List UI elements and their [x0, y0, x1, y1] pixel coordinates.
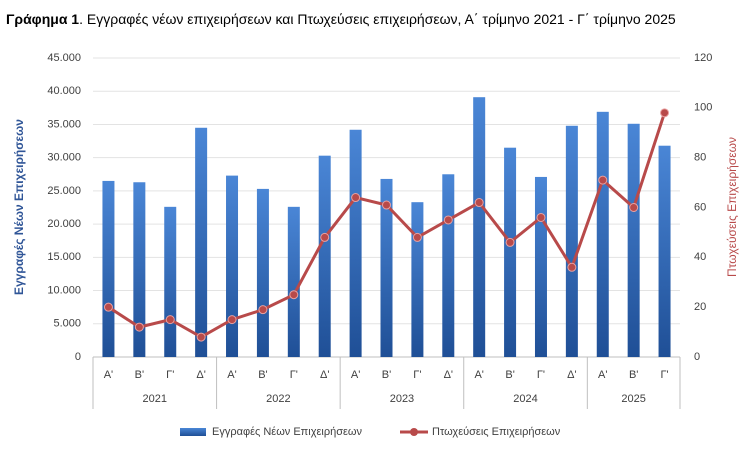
bar	[287, 206, 300, 357]
bar	[133, 182, 146, 357]
y2-tick-label: 0	[694, 351, 700, 363]
y-tick-label: 15.000	[47, 251, 81, 263]
x-tick-label: Δ'	[567, 369, 576, 381]
x-tick-label: Δ'	[444, 369, 453, 381]
bar	[256, 188, 269, 357]
bar	[349, 129, 362, 357]
marker	[567, 262, 577, 272]
group-label: 2024	[513, 393, 537, 405]
y-tick-label: 20.000	[47, 218, 81, 230]
marker	[196, 332, 206, 342]
x-tick-label: Β'	[382, 369, 391, 381]
y-tick-label: 45.000	[47, 52, 81, 64]
y-tick-label: 30.000	[47, 152, 81, 164]
x-tick-label: Α'	[351, 369, 360, 381]
x-tick-label: Α'	[227, 369, 236, 381]
y-tick-label: 35.000	[47, 118, 81, 130]
bar	[534, 176, 547, 357]
x-tick-label: Γ'	[413, 369, 421, 381]
marker	[660, 108, 670, 118]
marker	[505, 237, 515, 247]
y2-tick-label: 20	[694, 301, 706, 313]
marker	[598, 175, 608, 185]
x-tick-label: Α'	[474, 369, 483, 381]
y2-axis-title: Πτωχεύσεις Επιχειρήσεων	[725, 137, 739, 277]
x-tick-label: Α'	[598, 369, 607, 381]
bar	[658, 145, 671, 357]
group-label: 2025	[621, 393, 645, 405]
marker	[227, 315, 237, 325]
y-tick-label: 5.000	[53, 318, 81, 330]
x-tick-label: Δ'	[196, 369, 205, 381]
marker	[412, 232, 422, 242]
x-tick-label: Δ'	[320, 369, 329, 381]
x-tick-label: Γ'	[290, 369, 298, 381]
x-tick-label: Α'	[104, 369, 113, 381]
bar	[102, 180, 115, 357]
x-tick-label: Β'	[505, 369, 514, 381]
marker	[320, 232, 330, 242]
title-prefix: Γράφημα 1	[6, 11, 79, 27]
bar	[504, 147, 517, 357]
chart-title: Γράφημα 1. Εγγραφές νέων επιχειρήσεων κα…	[6, 11, 676, 27]
bar	[596, 111, 609, 357]
bar	[442, 174, 455, 357]
x-tick-label: Β'	[135, 369, 144, 381]
y2-tick-label: 120	[694, 52, 712, 64]
x-tick-label: Γ'	[166, 369, 174, 381]
title-text: . Εγγραφές νέων επιχειρήσεων και Πτωχεύσ…	[79, 11, 676, 27]
y2-tick-label: 40	[694, 251, 706, 263]
bar	[195, 127, 208, 358]
bar	[164, 206, 177, 357]
legend-marker	[410, 428, 418, 436]
y-tick-label: 40.000	[47, 85, 81, 97]
marker	[134, 322, 144, 332]
x-tick-label: Β'	[629, 369, 638, 381]
group-label: 2023	[390, 393, 414, 405]
bar	[380, 178, 393, 357]
marker	[474, 198, 484, 208]
x-tick-label: Γ'	[537, 369, 545, 381]
y-tick-label: 10.000	[47, 284, 81, 296]
marker	[165, 315, 175, 325]
y2-tick-label: 80	[694, 152, 706, 164]
legend-label: Εγγραφές Νέων Επιχειρήσεων	[212, 426, 362, 438]
marker	[103, 302, 113, 312]
group-label: 2022	[266, 393, 290, 405]
bar	[473, 97, 486, 358]
marker	[629, 203, 639, 212]
marker	[258, 305, 268, 315]
x-tick-label: Γ'	[660, 369, 668, 381]
bar	[627, 123, 640, 357]
x-tick-label: Β'	[258, 369, 267, 381]
y-axis-title: Εγγραφές Νέων Επιχειρήσεων	[12, 119, 26, 295]
y2-tick-label: 60	[694, 201, 706, 213]
marker	[351, 193, 361, 203]
marker	[382, 200, 391, 210]
marker	[536, 212, 546, 222]
bar	[318, 155, 331, 357]
marker	[289, 290, 299, 300]
group-label: 2021	[143, 393, 167, 405]
legend-label: Πτωχεύσεις Επιχειρήσεων	[432, 426, 561, 438]
marker	[443, 215, 453, 225]
bar	[411, 202, 424, 357]
y-tick-label: 0	[75, 351, 81, 363]
legend-swatch	[180, 428, 206, 436]
bar	[565, 125, 578, 357]
bar	[226, 175, 239, 357]
y2-tick-label: 100	[694, 102, 712, 114]
y-tick-label: 25.000	[47, 185, 81, 197]
